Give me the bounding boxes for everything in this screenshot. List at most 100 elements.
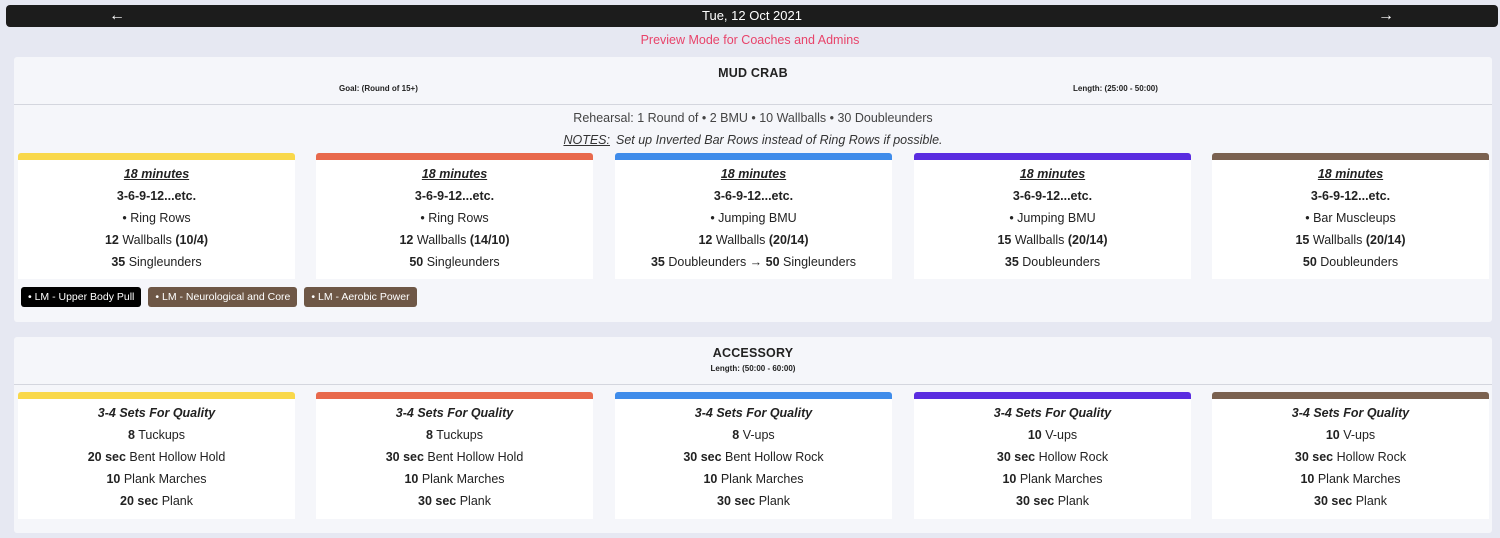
exercise-name: Tuckups xyxy=(432,428,483,442)
workout-header: MUD CRAB Goal: (Round of 15+) Length: (2… xyxy=(14,57,1492,105)
exercise-line: 10 V-ups xyxy=(914,424,1191,446)
column-scheme: 3-6-9-12...etc. xyxy=(1310,189,1391,203)
column-jumprope: 50 Singleunders xyxy=(316,251,593,273)
preview-mode-notice: Preview Mode for Coaches and Admins xyxy=(640,33,860,47)
wallball-reps: 12 xyxy=(104,233,119,247)
wallball-weight: (20/14) xyxy=(1365,233,1406,247)
accessory-header: ACCESSORY Length: (50:00 - 60:00) xyxy=(14,337,1492,385)
column-scheme: 3-6-9-12...etc. xyxy=(713,189,794,203)
column-scheme: 3-6-9-12...etc. xyxy=(1012,189,1093,203)
jumprope-label: Doubleunders xyxy=(1018,255,1101,269)
jumprope-reps: 35 xyxy=(1004,255,1019,269)
accessory-column-yellow: 3-4 Sets For Quality 8 Tuckups 20 sec Be… xyxy=(18,392,295,519)
accessory-title: ACCESSORY xyxy=(712,346,794,360)
exercise-amount: 10 xyxy=(1002,472,1017,486)
workout-card: MUD CRAB Goal: (Round of 15+) Length: (2… xyxy=(14,57,1492,322)
tag-upper-body-pull[interactable]: • LM - Upper Body Pull xyxy=(21,287,142,307)
level-column-yellow: 18 minutes 3-6-9-12...etc. • Ring Rows 1… xyxy=(18,153,295,279)
exercise-line: 30 sec Hollow Rock xyxy=(914,446,1191,468)
exercise-amount: 8 xyxy=(732,428,740,442)
exercise-amount: 30 sec xyxy=(385,450,424,464)
column-scheme: 3-6-9-12...etc. xyxy=(116,189,197,203)
tag-aerobic-power[interactable]: • LM - Aerobic Power xyxy=(304,287,417,307)
exercise-amount: 10 xyxy=(703,472,718,486)
workout-notes: NOTES: Set up Inverted Bar Rows instead o… xyxy=(14,133,1492,147)
column-wallballs: 12 Wallballs (10/4) xyxy=(18,229,295,251)
wallball-label: Wallballs xyxy=(1309,233,1366,247)
exercise-amount: 20 sec xyxy=(120,494,159,508)
exercise-name: Plank xyxy=(456,494,491,508)
exercise-amount: 8 xyxy=(426,428,433,442)
wallball-weight: (10/4) xyxy=(175,233,209,247)
exercise-amount: 30 sec xyxy=(1314,494,1353,508)
column-jumprope: 35 Singleunders xyxy=(18,251,295,273)
wallball-reps: 15 xyxy=(997,233,1012,247)
jumprope-label: Doubleunders xyxy=(1316,255,1399,269)
arrow-left-icon[interactable]: ← xyxy=(109,7,125,24)
level-column-purple: 18 minutes 3-6-9-12...etc. • Jumping BMU… xyxy=(914,153,1191,279)
accessory-card: ACCESSORY Length: (50:00 - 60:00) 3-4 Se… xyxy=(14,337,1492,533)
exercise-name: Plank xyxy=(158,494,193,508)
exercise-amount: 30 sec xyxy=(418,494,457,508)
exercise-line: 10 Plank Marches xyxy=(1212,468,1489,490)
workout-goal: Goal: (Round of 15+) xyxy=(339,84,418,93)
level-column-orange: 18 minutes 3-6-9-12...etc. • Ring Rows 1… xyxy=(316,153,593,279)
exercise-line: 10 Plank Marches xyxy=(914,468,1191,490)
column-header: 3-4 Sets For Quality xyxy=(993,406,1112,420)
exercise-name: Plank Marches xyxy=(1314,472,1401,486)
exercise-name: V-ups xyxy=(1339,428,1376,442)
jumprope-reps-alt: 50 xyxy=(765,255,780,269)
jumprope-reps: 35 xyxy=(111,255,126,269)
exercise-line: 8 Tuckups xyxy=(316,424,593,446)
exercise-name: V-ups xyxy=(1041,428,1078,442)
exercise-amount: 10 xyxy=(404,472,419,486)
exercise-name: Plank xyxy=(1054,494,1089,508)
workout-length: Length: (25:00 - 50:00) xyxy=(1073,84,1158,93)
exercise-line: 20 sec Plank xyxy=(18,490,295,512)
column-header: 3-4 Sets For Quality xyxy=(395,406,514,420)
exercise-name: Tuckups xyxy=(134,428,185,442)
exercise-line: 10 V-ups xyxy=(1212,424,1489,446)
exercise-amount: 10 xyxy=(1300,472,1315,486)
accessory-length: Length: (50:00 - 60:00) xyxy=(710,364,796,373)
column-movement: • Jumping BMU xyxy=(1009,211,1096,225)
exercise-line: 10 Plank Marches xyxy=(18,468,295,490)
column-wallballs: 12 Wallballs (20/14) xyxy=(615,229,892,251)
arrow-right-icon[interactable]: → xyxy=(1378,7,1394,24)
rehearsal-text: Rehearsal: 1 Round of • 2 BMU • 10 Wallb… xyxy=(573,111,933,125)
jumprope-label: Singleunders xyxy=(125,255,202,269)
column-header: 3-4 Sets For Quality xyxy=(1291,406,1410,420)
wallball-label: Wallballs xyxy=(1011,233,1068,247)
column-time: 18 minutes xyxy=(421,167,488,181)
current-date: Tue, 12 Oct 2021 xyxy=(702,8,802,23)
wallball-reps: 15 xyxy=(1295,233,1310,247)
exercise-line: 10 Plank Marches xyxy=(316,468,593,490)
exercise-name: Plank Marches xyxy=(418,472,505,486)
accessory-column-blue: 3-4 Sets For Quality 8 V-ups 30 sec Bent… xyxy=(615,392,892,519)
column-jumprope: 35 Doubleunders → 50 Singleunders xyxy=(615,251,892,273)
exercise-amount: 30 sec xyxy=(683,450,722,464)
exercise-line: 20 sec Bent Hollow Hold xyxy=(18,446,295,468)
column-time: 18 minutes xyxy=(1317,167,1384,181)
column-wallballs: 15 Wallballs (20/14) xyxy=(914,229,1191,251)
wallball-weight: (20/14) xyxy=(768,233,809,247)
jumprope-label: Singleunders xyxy=(423,255,500,269)
exercise-line: 8 V-ups xyxy=(615,424,892,446)
exercise-name: Plank Marches xyxy=(120,472,207,486)
column-wallballs: 12 Wallballs (14/10) xyxy=(316,229,593,251)
jumprope-label: Doubleunders xyxy=(664,255,747,269)
exercise-amount: 10 xyxy=(1027,428,1042,442)
jumprope-reps: 35 xyxy=(650,255,665,269)
exercise-line: 8 Tuckups xyxy=(18,424,295,446)
column-jumprope: 50 Doubleunders xyxy=(1212,251,1489,273)
exercise-amount: 30 sec xyxy=(996,450,1036,464)
column-time: 18 minutes xyxy=(123,167,190,181)
exercise-line: 30 sec Bent Hollow Rock xyxy=(615,446,892,468)
tag-neurological-core[interactable]: • LM - Neurological and Core xyxy=(148,287,298,307)
wallball-reps: 12 xyxy=(698,233,713,247)
exercise-name: Hollow Rock xyxy=(1035,450,1109,464)
exercise-name: Hollow Rock xyxy=(1333,450,1407,464)
exercise-amount: 30 sec xyxy=(1294,450,1334,464)
jumprope-reps: 50 xyxy=(1302,255,1317,269)
exercise-name: Bent Hollow Rock xyxy=(721,450,824,464)
